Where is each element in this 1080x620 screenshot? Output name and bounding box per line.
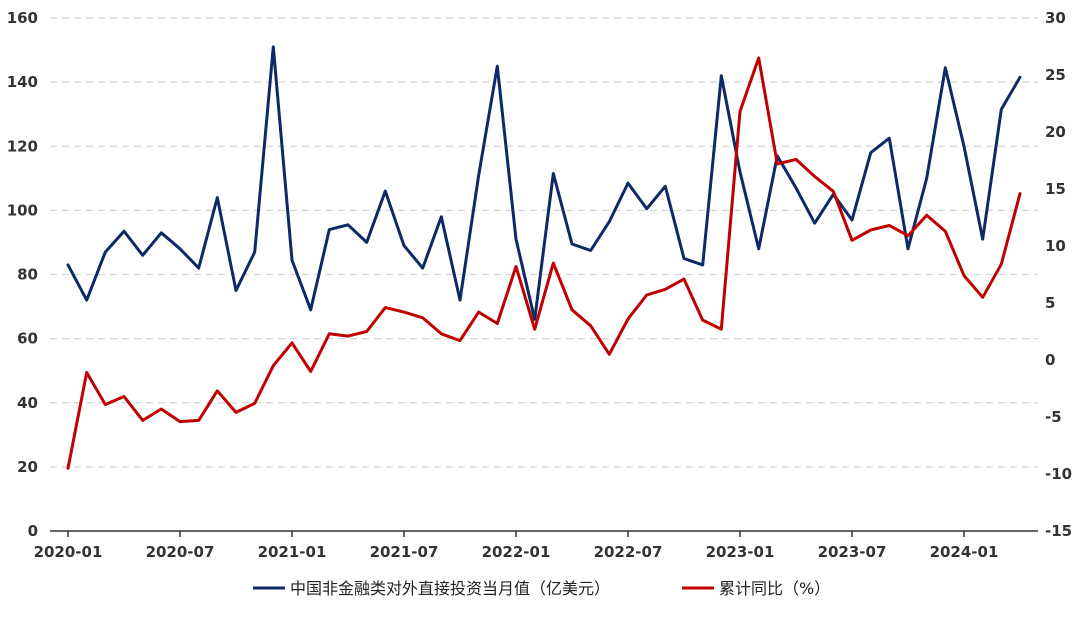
right-y-tick-label: 5 <box>1045 294 1055 312</box>
left-y-tick-label: 40 <box>17 394 38 412</box>
left-y-tick-label: 0 <box>28 522 38 540</box>
left-y-tick-label: 140 <box>7 73 38 91</box>
right-y-tick-label: 25 <box>1045 66 1066 84</box>
x-tick-label: 2020-01 <box>34 543 103 561</box>
right-y-tick-label: 10 <box>1045 237 1066 255</box>
right-y-tick-label: 30 <box>1045 9 1066 27</box>
legend-label-series-1: 中国非金融类对外直接投资当月值（亿美元） <box>290 579 610 598</box>
x-tick-label: 2022-01 <box>482 543 551 561</box>
x-tick-label: 2021-07 <box>370 543 439 561</box>
series-line-2 <box>66 56 1022 470</box>
x-tick-label: 2022-07 <box>594 543 663 561</box>
legend: 中国非金融类对外直接投资当月值（亿美元） 累计同比（%） <box>253 579 830 598</box>
x-tick-label: 2020-07 <box>146 543 215 561</box>
left-y-tick-label: 80 <box>17 266 38 284</box>
left-y-tick-label: 60 <box>17 330 38 348</box>
series-line-1 <box>66 45 1022 321</box>
right-y-tick-label: -10 <box>1045 465 1072 483</box>
x-tick-label: 2024-01 <box>930 543 999 561</box>
right-y-tick-label: -15 <box>1045 522 1072 540</box>
axes: 0 20 40 60 80 100 120 140 160 -15 -10 -5 0 5 10 15 20 25 3… <box>7 9 1072 561</box>
left-y-tick-label: 100 <box>7 201 38 219</box>
x-tick-label: 2023-07 <box>818 543 887 561</box>
right-y-tick-label: 20 <box>1045 123 1066 141</box>
series-lines <box>66 45 1022 470</box>
right-y-tick-label: 0 <box>1045 351 1055 369</box>
gridlines <box>50 17 1038 468</box>
x-tick-label: 2023-01 <box>706 543 775 561</box>
right-y-tick-label: 15 <box>1045 180 1066 198</box>
x-tick-label: 2021-01 <box>258 543 327 561</box>
legend-label-series-2: 累计同比（%） <box>719 579 830 598</box>
left-y-tick-label: 120 <box>7 137 38 155</box>
left-y-tick-label: 20 <box>17 458 38 476</box>
right-y-tick-label: -5 <box>1045 408 1062 426</box>
left-y-tick-label: 160 <box>7 9 38 27</box>
